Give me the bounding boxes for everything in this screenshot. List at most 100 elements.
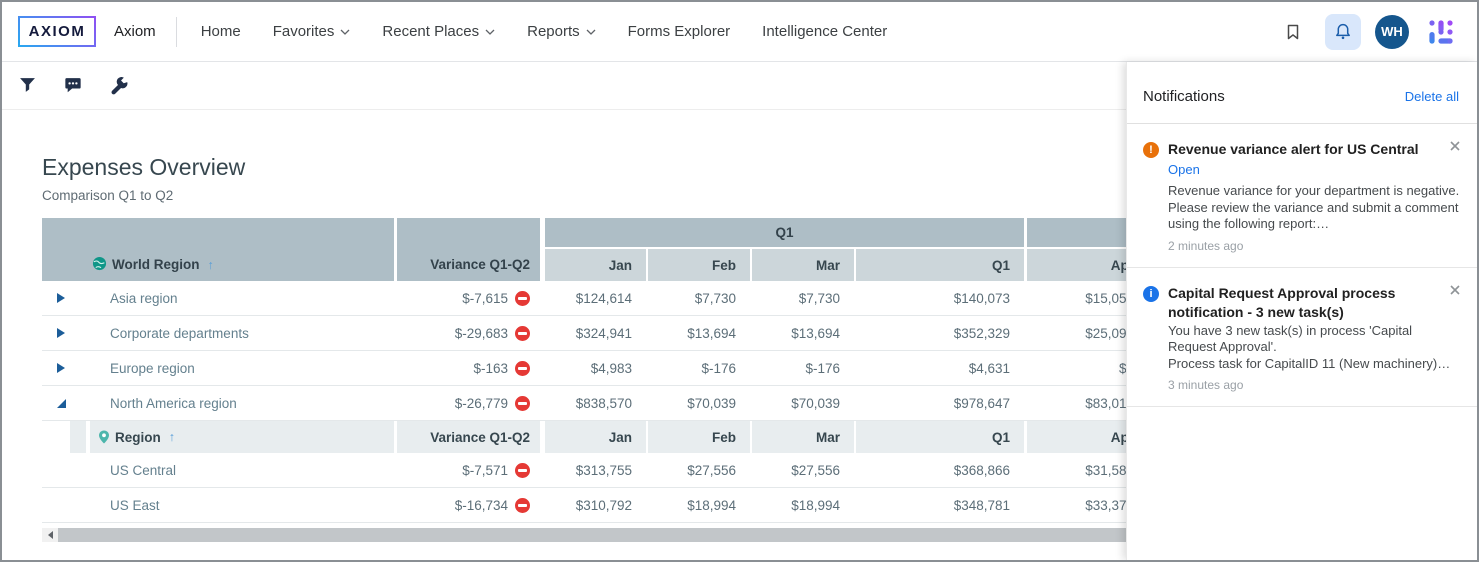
- expand-icon[interactable]: [57, 293, 65, 303]
- collapse-icon[interactable]: [57, 398, 66, 408]
- region-link[interactable]: US Central: [110, 462, 177, 478]
- variance-cell: $-16,734: [397, 497, 540, 513]
- nav-label: Forms Explorer: [627, 23, 731, 40]
- nav-item-reports[interactable]: Reports: [527, 23, 596, 40]
- region-link[interactable]: Corporate departments: [110, 325, 249, 341]
- negative-variance-icon: [515, 462, 530, 478]
- value-cell: $7,730: [694, 290, 736, 306]
- sort-ascending-icon[interactable]: ↑: [168, 430, 175, 444]
- value-cell: $348,781: [953, 497, 1010, 513]
- month-header-q1[interactable]: Q1: [856, 249, 1024, 281]
- variance-value: $-7,571: [462, 462, 508, 478]
- region-link[interactable]: Europe region: [110, 360, 195, 376]
- variance-header-label: Variance Q1-Q2: [430, 257, 530, 272]
- variance-header[interactable]: Variance Q1-Q2: [397, 218, 540, 281]
- expand-icon[interactable]: [57, 363, 65, 373]
- table-row-asia: Asia region $-7,615 $124,614 $7,730 $7,7…: [42, 281, 1148, 316]
- variance-cell: $-163: [397, 360, 540, 376]
- value-cell: $25,098: [1085, 325, 1134, 341]
- month-header-jan[interactable]: Jan: [545, 249, 646, 281]
- region-subheader[interactable]: Region ↑: [90, 421, 394, 453]
- delete-all-link[interactable]: Delete all: [1404, 89, 1459, 104]
- notification-card[interactable]: ! Revenue variance alert for US Central …: [1127, 124, 1477, 268]
- region-subheader-label: Region: [115, 429, 161, 445]
- q1-group-label: Q1: [775, 225, 794, 240]
- top-navbar: AXIOM Axiom Home Favorites Recent Places…: [2, 2, 1477, 62]
- month-header-mar[interactable]: Mar: [752, 249, 854, 281]
- value-cell: $978,647: [953, 395, 1010, 411]
- open-report-link[interactable]: Open: [1168, 162, 1200, 177]
- region-link[interactable]: US East: [110, 497, 160, 513]
- value-cell: $13,694: [791, 325, 840, 341]
- region-link[interactable]: North America region: [110, 395, 237, 411]
- notifications-header: Notifications Delete all: [1127, 62, 1477, 124]
- nav-item-home[interactable]: Home: [201, 23, 241, 40]
- value-cell: $-176: [805, 360, 840, 376]
- region-link[interactable]: Asia region: [110, 290, 178, 306]
- apps-launcher-button[interactable]: [1423, 14, 1459, 50]
- variance-value: $-16,734: [454, 497, 508, 513]
- filter-button[interactable]: [16, 75, 38, 97]
- scroll-left-icon: [47, 531, 53, 539]
- horizontal-scrollbar[interactable]: [42, 528, 1132, 542]
- value-cell: $70,039: [791, 395, 840, 411]
- expand-icon[interactable]: [57, 328, 65, 338]
- negative-variance-icon: [515, 395, 530, 411]
- location-pin-icon: [99, 430, 109, 443]
- navbar-actions: WH: [1275, 13, 1459, 50]
- notifications-title: Notifications: [1143, 88, 1225, 105]
- user-avatar[interactable]: WH: [1375, 14, 1409, 49]
- filter-icon: [19, 78, 35, 92]
- world-region-label: World Region: [112, 257, 200, 272]
- notification-card[interactable]: i Capital Request Approval process notif…: [1127, 268, 1477, 407]
- month-header-row: Jan Feb Mar Q1 Apr: [545, 249, 1148, 281]
- nav-label: Reports: [527, 23, 580, 40]
- value-cell: $7,730: [798, 290, 840, 306]
- page-subtitle: Comparison Q1 to Q2: [42, 188, 174, 203]
- value-cell: $18,994: [791, 497, 840, 513]
- table-header: World Region ↑ Variance Q1-Q2 Q1 Jan Feb…: [42, 218, 1148, 281]
- subtable-indent-cell: [70, 421, 86, 453]
- chevron-down-icon: [340, 29, 350, 35]
- close-notification-button[interactable]: [1447, 282, 1463, 298]
- notification-body: Revenue variance for your department is …: [1168, 183, 1460, 231]
- notification-title: Capital Request Approval process notific…: [1168, 284, 1396, 320]
- globe-icon: [92, 256, 107, 271]
- info-icon: i: [1143, 285, 1159, 302]
- notification-timestamp: 2 minutes ago: [1168, 238, 1244, 253]
- tools-button[interactable]: [108, 75, 130, 97]
- warning-glyph: !: [1149, 144, 1153, 156]
- value-cell: $352,329: [953, 325, 1010, 341]
- month-header-feb[interactable]: Feb: [648, 249, 750, 281]
- avatar-initials: WH: [1381, 24, 1403, 39]
- month-subheader-feb[interactable]: Feb: [648, 421, 750, 453]
- scrollbar-thumb[interactable]: [58, 528, 1132, 542]
- scroll-left-button[interactable]: [42, 528, 58, 542]
- table-row-europe: Europe region $-163 $4,983 $-176 $-176 $…: [42, 351, 1148, 386]
- nav-item-favorites[interactable]: Favorites: [273, 23, 351, 40]
- close-notification-button[interactable]: [1447, 138, 1463, 154]
- variance-subheader-label: Variance Q1-Q2: [430, 429, 530, 445]
- nav-item-intelligence-center[interactable]: Intelligence Center: [762, 23, 887, 40]
- page-title: Expenses Overview: [42, 154, 246, 180]
- month-subheader-q1[interactable]: Q1: [856, 421, 1024, 453]
- comments-icon: [65, 78, 81, 93]
- brand-name: Axiom: [114, 23, 156, 40]
- comments-button[interactable]: [62, 75, 84, 97]
- world-region-header[interactable]: World Region ↑: [42, 218, 394, 281]
- nav-item-forms-explorer[interactable]: Forms Explorer: [628, 23, 731, 40]
- bookmark-button[interactable]: [1275, 14, 1311, 50]
- logo-text: AXIOM: [28, 23, 86, 40]
- value-cell: $18,994: [687, 497, 736, 513]
- nav-item-recent-places[interactable]: Recent Places: [382, 23, 495, 40]
- value-cell: $33,376: [1085, 497, 1134, 513]
- variance-subheader[interactable]: Variance Q1-Q2: [397, 421, 540, 453]
- month-subheader-mar[interactable]: Mar: [752, 421, 854, 453]
- sort-ascending-icon[interactable]: ↑: [207, 258, 214, 272]
- month-subheader-jan[interactable]: Jan: [545, 421, 646, 453]
- notifications-button[interactable]: [1325, 13, 1361, 50]
- value-cell: $13,694: [687, 325, 736, 341]
- nav-divider: [175, 16, 177, 47]
- axiom-logo[interactable]: AXIOM: [18, 16, 96, 47]
- close-icon: [1450, 284, 1460, 295]
